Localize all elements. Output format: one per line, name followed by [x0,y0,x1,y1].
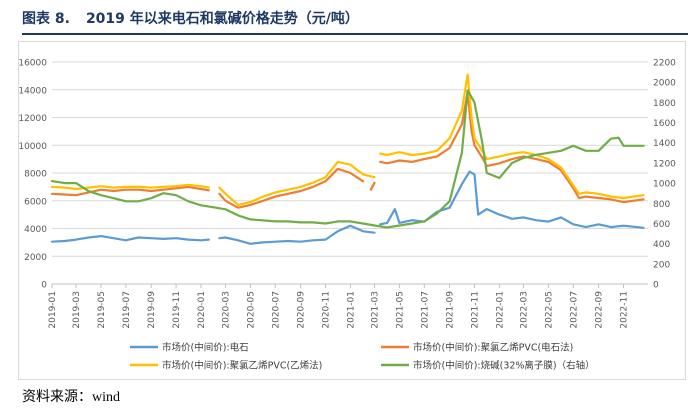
y-left-tick-label: 2000 [24,253,47,263]
x-tick-label: 2021-07 [420,291,430,329]
y-right-tick-label: 800 [653,200,670,210]
line-chart: 0200040006000800010000120001400016000020… [18,59,676,372]
y-right-tick-label: 1200 [653,159,676,169]
source-value: wind [92,390,120,405]
y-right-tick-label: 200 [653,260,670,270]
y-right-tick-label: 1000 [653,180,676,190]
x-tick-label: 2022-03 [519,291,529,329]
legend-label: 市场价(中间价):聚氯乙烯PVC(乙烯法) [162,360,322,372]
x-tick-label: 2020-01 [197,291,207,329]
x-tick-label: 2019-01 [48,291,58,329]
x-tick-label: 2020-07 [271,291,281,329]
legend-label: 市场价(中间价):烧碱(32%离子膜)（右轴） [413,360,595,372]
source-note: 资料来源：wind [22,386,120,406]
x-tick-label: 2020-11 [322,291,332,329]
x-tick-label: 2019-09 [147,291,157,329]
x-tick-label: 2021-05 [395,291,405,329]
x-tick-label: 2019-03 [72,291,82,329]
y-right-tick-label: 400 [653,240,670,250]
figure-title: 图表 8. 2019 年以来电石和氯碱价格走势（元/吨） [22,8,359,28]
x-tick-label: 2020-09 [297,291,307,329]
x-tick-label: 2019-11 [172,291,182,329]
y-left-tick-label: 6000 [24,197,47,207]
series-line-2 [50,91,645,209]
series-line-4 [50,89,645,229]
y-right-tick-label: 600 [653,220,670,230]
x-tick-label: 2021-11 [471,291,481,329]
source-label: 资料来源： [22,389,92,405]
x-tick-label: 2019-07 [122,291,132,329]
y-left-tick-label: 14000 [18,86,47,96]
series-line-3 [50,73,645,206]
x-tick-label: 2019-05 [97,291,107,329]
x-tick-label: 2020-03 [221,291,231,329]
y-left-tick-label: 8000 [24,170,47,180]
legend-label: 市场价(中间价):电石 [162,342,249,354]
y-left-tick-label: 0 [41,281,47,291]
y-left-tick-label: 4000 [24,225,47,235]
x-tick-label: 2020-05 [246,291,256,329]
x-tick-label: 2022-09 [595,291,605,329]
y-right-tick-label: 1800 [653,99,676,109]
y-right-tick-label: 2000 [653,79,676,89]
y-left-tick-label: 16000 [18,59,47,69]
y-left-tick-label: 12000 [18,114,47,124]
x-tick-label: 2022-01 [495,291,505,329]
y-right-tick-label: 0 [653,281,659,291]
chart-frame [18,41,686,380]
legend-label: 市场价(中间价):聚氯乙烯PVC(电石法) [413,342,573,354]
figure-title-text: 2019 年以来电石和氯碱价格走势（元/吨） [85,11,359,27]
x-tick-label: 2021-09 [446,291,456,329]
x-tick-label: 2021-01 [346,291,356,329]
figure-label: 图表 8. [22,11,70,27]
x-tick-label: 2021-03 [370,291,380,329]
y-right-tick-label: 2200 [653,59,676,69]
y-left-tick-label: 10000 [18,142,47,152]
x-tick-label: 2022-11 [620,291,630,329]
x-tick-label: 2022-05 [544,291,554,329]
y-right-tick-label: 1400 [653,139,676,149]
y-right-tick-label: 1600 [653,119,676,129]
series-line-1 [50,170,645,245]
x-tick-label: 2022-07 [569,291,579,329]
title-rule [22,33,688,35]
